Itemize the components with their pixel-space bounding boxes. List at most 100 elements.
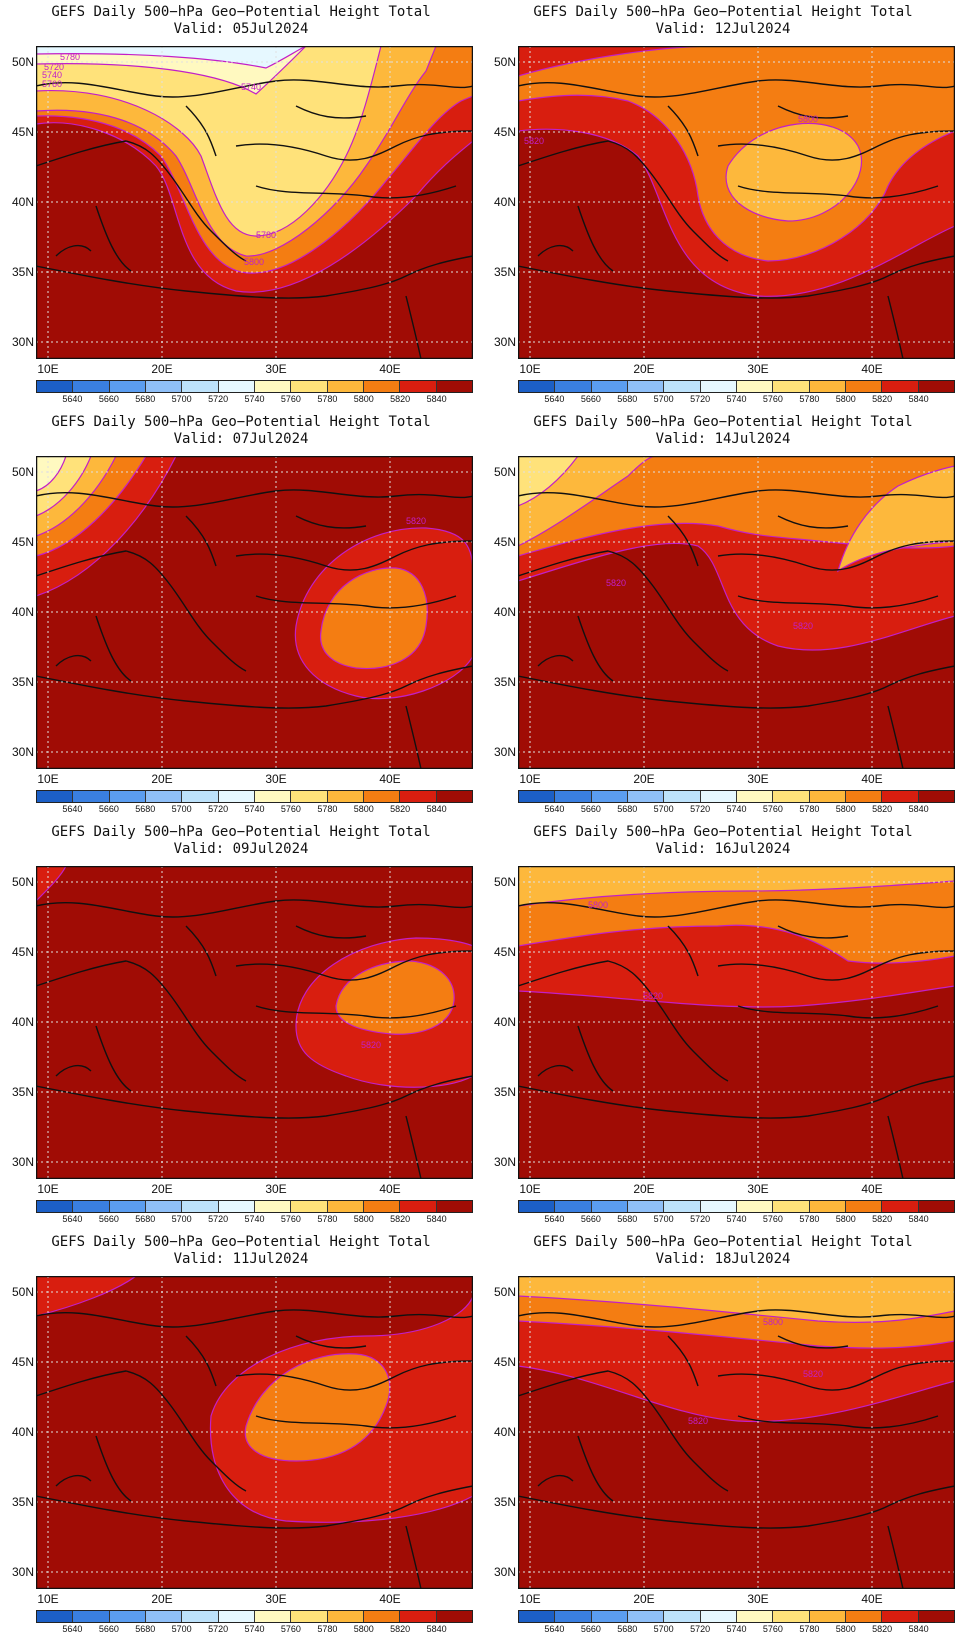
colorbar-tick-label: 5660	[98, 804, 119, 814]
lon-tick-label: 20E	[633, 1182, 655, 1196]
coastline	[518, 489, 955, 508]
coastline	[255, 595, 457, 609]
colorbar-tick-label: 5660	[580, 804, 601, 814]
colorbar-tick-label: 5700	[653, 1214, 674, 1224]
contour-label: 5820	[361, 1040, 381, 1050]
colorbar-swatch	[882, 381, 919, 392]
contour-fill-5800	[320, 567, 428, 670]
colorbar-swatch	[664, 1201, 701, 1212]
colorbar-swatch	[291, 1201, 328, 1212]
coastline	[518, 960, 729, 1082]
lon-tick-label: 10E	[37, 362, 59, 376]
colorbar-swatch	[882, 1201, 919, 1212]
colorbar-tick-label: 5800	[835, 804, 856, 814]
coastline	[235, 950, 473, 981]
lat-tick-label: 45N	[11, 945, 34, 959]
height-field-map: 5820 5820	[518, 456, 955, 769]
lon-tick-label: 20E	[633, 362, 655, 376]
coastline	[518, 255, 955, 299]
colorbar-tick-label: 5840	[426, 1624, 447, 1634]
colorbar-swatch	[363, 381, 401, 392]
product-title: GEFS Daily 500−hPa Geo−Potential Height …	[51, 414, 431, 430]
lat-tick-label: 40N	[11, 1015, 34, 1029]
colorbar-swatch	[327, 1201, 364, 1212]
colorbar-tick-label: 5840	[426, 394, 447, 404]
contour-fill-5800	[518, 456, 955, 557]
colorbar-tick-label: 5800	[835, 1214, 856, 1224]
lat-tick-label: 35N	[493, 1495, 516, 1509]
valid-date: Valid: 18Jul2024	[655, 1251, 791, 1267]
colorbar-swatch	[809, 791, 846, 802]
map-border	[518, 866, 955, 1179]
coastline	[405, 1115, 422, 1179]
colorbar-swatch	[254, 381, 292, 392]
coastline	[717, 950, 955, 981]
contour-fill-5780	[725, 122, 863, 222]
product-title: GEFS Daily 500−hPa Geo−Potential Height …	[51, 4, 431, 20]
coastline	[737, 1415, 939, 1429]
contour-label: 5780	[256, 230, 276, 240]
contour-label: 5720	[44, 62, 64, 72]
colorbar	[518, 380, 955, 393]
coastline	[36, 899, 473, 918]
lon-tick-label: 10E	[37, 1592, 59, 1606]
colorbar-swatch	[291, 381, 328, 392]
colorbar-labels: 5640 5660 5680 5700 5720 5740 5760 5780 5800 5820…	[518, 1214, 955, 1226]
colorbar-tick-label: 5800	[835, 394, 856, 404]
colorbar-swatch	[218, 1201, 255, 1212]
contour-label: 5760	[42, 79, 62, 89]
map-frame	[36, 1276, 473, 1589]
colorbar-tick-label: 5700	[653, 394, 674, 404]
coastline	[235, 130, 473, 161]
colorbar-swatch	[555, 791, 592, 802]
lat-tick-label: 40N	[493, 1015, 516, 1029]
contour-label: 5820	[524, 136, 544, 146]
colorbar-swatch	[436, 1611, 472, 1622]
colorbar-tick-label: 5760	[280, 1624, 301, 1634]
colorbar-tick-label: 5720	[208, 1214, 229, 1224]
colorbar-tick-label: 5680	[617, 804, 638, 814]
lat-tick-label: 40N	[493, 195, 516, 209]
colorbar-tick-label: 5740	[726, 1624, 747, 1634]
colorbar-labels: 5640 5660 5680 5700 5720 5740 5760 5780 5800 5820…	[36, 394, 473, 406]
map-border	[518, 46, 955, 359]
coastline	[667, 105, 699, 157]
panel-title: GEFS Daily 500−hPa Geo−Potential Height …	[0, 414, 482, 448]
colorbar-swatch	[736, 1201, 774, 1212]
product-title: GEFS Daily 500−hPa Geo−Potential Height …	[533, 1234, 913, 1250]
colorbar-swatch	[363, 1201, 401, 1212]
lon-tick-label: 30E	[265, 1592, 287, 1606]
lat-tick-label: 30N	[493, 1565, 516, 1579]
coastline	[537, 1064, 574, 1077]
lat-tick-label: 45N	[11, 535, 34, 549]
coastline	[737, 595, 939, 609]
lat-tick-label: 35N	[11, 675, 34, 689]
panel-title: GEFS Daily 500−hPa Geo−Potential Height …	[482, 1234, 964, 1268]
valid-date: Valid: 16Jul2024	[655, 841, 791, 857]
colorbar-swatch	[519, 381, 556, 392]
lon-tick-label: 30E	[747, 362, 769, 376]
colorbar-swatch	[254, 1201, 292, 1212]
lat-tick-label: 35N	[493, 1085, 516, 1099]
coastline	[518, 1485, 955, 1529]
colorbar-swatch	[37, 1611, 74, 1622]
lon-tick-label: 10E	[519, 772, 541, 786]
coastline	[717, 1360, 955, 1391]
lat-tick-label: 30N	[11, 745, 34, 759]
map-frame: 5780 5720 5740 5760 5740 5780 5800	[36, 46, 473, 359]
colorbar-swatch	[845, 791, 883, 802]
coastline	[577, 1025, 614, 1092]
coastline	[36, 255, 473, 299]
colorbar-swatch	[773, 791, 810, 802]
colorbar-tick-label: 5660	[98, 1624, 119, 1634]
lon-tick-label: 40E	[379, 772, 401, 786]
colorbar-swatch	[182, 1611, 219, 1622]
coastline	[405, 705, 422, 769]
map-border	[36, 46, 473, 359]
lat-tick-label: 30N	[11, 1565, 34, 1579]
colorbar-tick-label: 5640	[62, 1624, 83, 1634]
colorbar-swatch	[773, 1201, 810, 1212]
coastline	[36, 489, 473, 508]
contour-label: 5820	[643, 991, 663, 1001]
map-panel: GEFS Daily 500−hPa Geo−Potential Height …	[0, 0, 482, 410]
